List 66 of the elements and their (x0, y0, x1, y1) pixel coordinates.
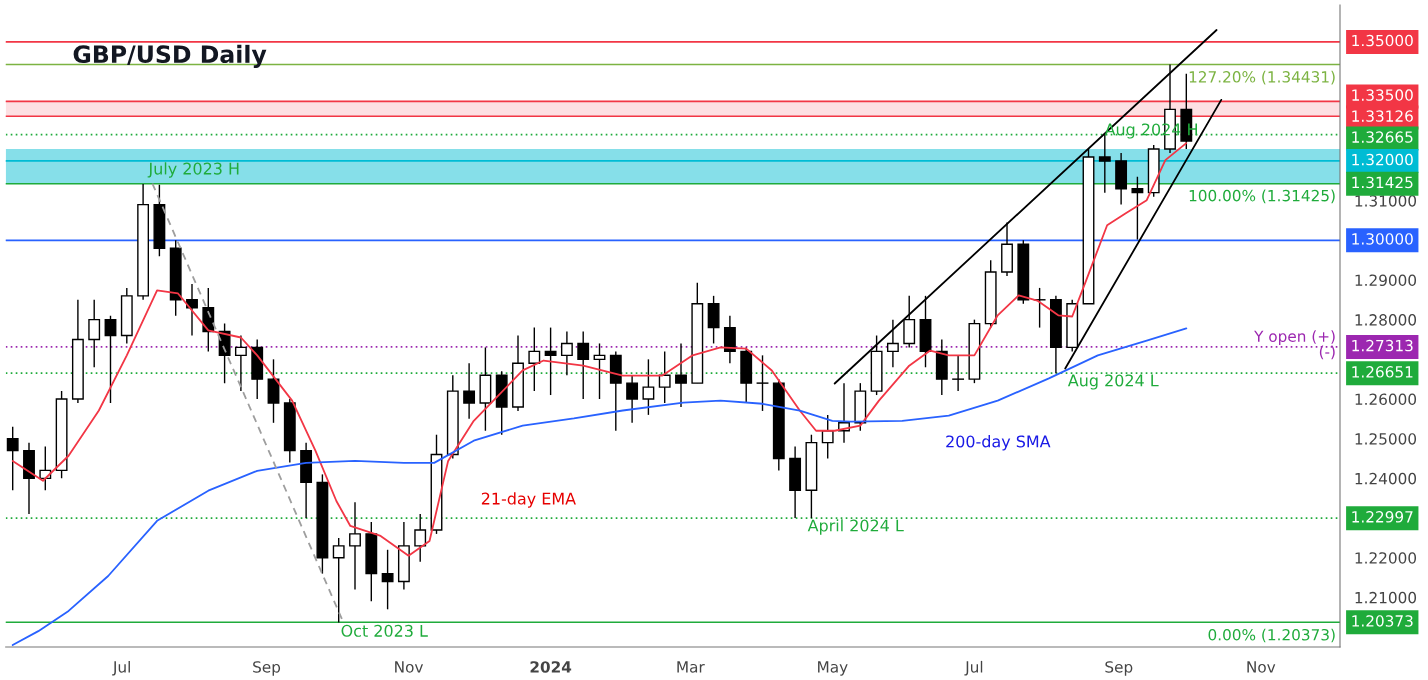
annotation: 200-day SMA (946, 435, 1051, 451)
x-tick-label: Nov (395, 661, 424, 673)
annotation: 0.00% (1.20373) (1208, 628, 1335, 643)
candlestick (463, 362, 476, 420)
annotation: 21-day EMA (481, 492, 576, 508)
y-tick-label: 1.24000 (1355, 472, 1417, 485)
candlestick (756, 354, 769, 412)
candlestick (642, 358, 655, 416)
ref-line-label: 1.27313 (1352, 339, 1413, 352)
candlestick (6, 426, 19, 491)
candlestick (88, 299, 101, 368)
x-tick-label: Sep (1105, 661, 1133, 676)
ref-line-label: 1.20373 (1352, 615, 1413, 627)
x-tick-label: Mar (677, 661, 705, 673)
candlestick (560, 330, 573, 376)
candlestick (544, 326, 557, 396)
y-tick-label: 1.22000 (1355, 552, 1417, 564)
candlestick (577, 330, 590, 400)
candlestick (886, 318, 899, 368)
ref-line-label: 1.32665 (1352, 131, 1413, 143)
x-tick-label: 2024 (530, 661, 572, 673)
ref-line-label: 1.22997 (1352, 511, 1413, 523)
y-tick-label: 1.26000 (1355, 393, 1417, 406)
candlestick (349, 501, 361, 591)
candlestick (332, 537, 345, 624)
annotation: Y open (+) (1254, 330, 1335, 345)
candlestick (952, 354, 965, 392)
candlestick (723, 314, 736, 364)
annotation: (-) (1319, 345, 1335, 360)
candlestick (528, 326, 541, 392)
line-series (11, 327, 1188, 646)
candlestick (903, 295, 916, 349)
candlestick (658, 350, 671, 404)
candlestick (381, 549, 394, 611)
x-tick-label: Jul (964, 660, 983, 676)
y-tick-label: 1.21000 (1355, 591, 1417, 604)
candlestick (675, 342, 687, 408)
y-tick-label: 1.31000 (1355, 195, 1417, 207)
ref-line-label: 1.31425 (1352, 176, 1413, 189)
x-tick-label: Sep (253, 661, 281, 676)
ref-line-label: 1.32000 (1352, 153, 1413, 166)
y-tick-label: 1.29000 (1355, 274, 1417, 286)
candlestick (626, 374, 639, 424)
ref-line-label: 1.26651 (1352, 366, 1413, 378)
ref-line-label: 1.33126 (1352, 110, 1413, 122)
annotation: Aug 2024 L (1067, 374, 1159, 390)
x-tick-label: Jul (112, 660, 130, 676)
candlestick (1131, 176, 1144, 241)
text: GBP/USD Daily (73, 44, 267, 68)
candlestick (267, 358, 280, 424)
ref-line-label: 1.30000 (1352, 233, 1413, 245)
x-tick-label: Nov (1247, 661, 1276, 673)
candlestick (707, 295, 720, 345)
annotation: 100.00% (1.31425) (1189, 189, 1335, 204)
candlestick (234, 334, 247, 392)
candlestick (414, 513, 427, 563)
x-tick-label: May (818, 661, 848, 676)
y-tick-label: 1.25000 (1355, 433, 1417, 445)
annotation: July 2023 H (147, 162, 239, 178)
annotation: 127.20% (1.34431) (1189, 70, 1335, 85)
y-tick-label: 1.28000 (1355, 314, 1417, 326)
annotation: April 2024 L (807, 519, 904, 535)
ref-line-label: 1.35000 (1352, 34, 1413, 47)
candlestick (104, 314, 117, 404)
annotation: Oct 2023 L (341, 624, 428, 637)
ref-line-label: 1.33500 (1352, 89, 1413, 101)
